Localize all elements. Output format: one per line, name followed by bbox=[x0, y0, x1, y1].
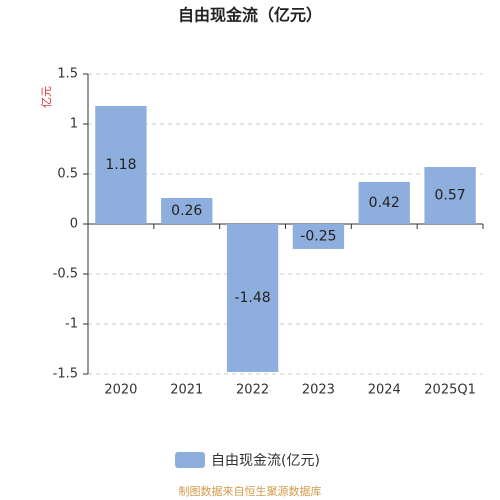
x-tick-label: 2020 bbox=[104, 383, 137, 398]
bar bbox=[292, 224, 345, 249]
x-tick-label: 2023 bbox=[302, 383, 335, 398]
y-tick-label: -0.5 bbox=[53, 267, 78, 282]
bar bbox=[226, 224, 279, 372]
data-label: 0.42 bbox=[369, 195, 400, 211]
y-axis-label: 亿元 bbox=[40, 86, 53, 108]
y-tick-label: 1 bbox=[70, 117, 78, 132]
data-label: -1.48 bbox=[234, 290, 270, 306]
x-tick-label: 2025Q1 bbox=[424, 383, 476, 398]
data-label: 0.26 bbox=[171, 203, 202, 219]
chart-title: 自由现金流（亿元） bbox=[178, 6, 322, 25]
data-label: 1.18 bbox=[105, 157, 136, 173]
x-tick-label: 2021 bbox=[170, 383, 203, 398]
data-label: -0.25 bbox=[300, 229, 336, 245]
data-label: 0.57 bbox=[434, 188, 465, 204]
y-tick-label: 0.5 bbox=[57, 167, 78, 182]
bar bbox=[161, 198, 213, 224]
y-tick-label: -1.5 bbox=[53, 367, 78, 382]
bar bbox=[424, 167, 476, 224]
bar bbox=[95, 106, 147, 224]
source-note: 制图数据来自恒生聚源数据库 bbox=[179, 484, 322, 498]
bar bbox=[358, 182, 410, 224]
y-tick-label: -1 bbox=[65, 317, 78, 332]
legend-label: 自由现金流(亿元) bbox=[211, 453, 320, 469]
y-tick-label: 1.5 bbox=[57, 67, 78, 82]
y-tick-label: 0 bbox=[70, 217, 78, 232]
x-tick-label: 2024 bbox=[368, 383, 401, 398]
legend-swatch bbox=[175, 452, 205, 468]
x-tick-label: 2022 bbox=[236, 383, 269, 398]
